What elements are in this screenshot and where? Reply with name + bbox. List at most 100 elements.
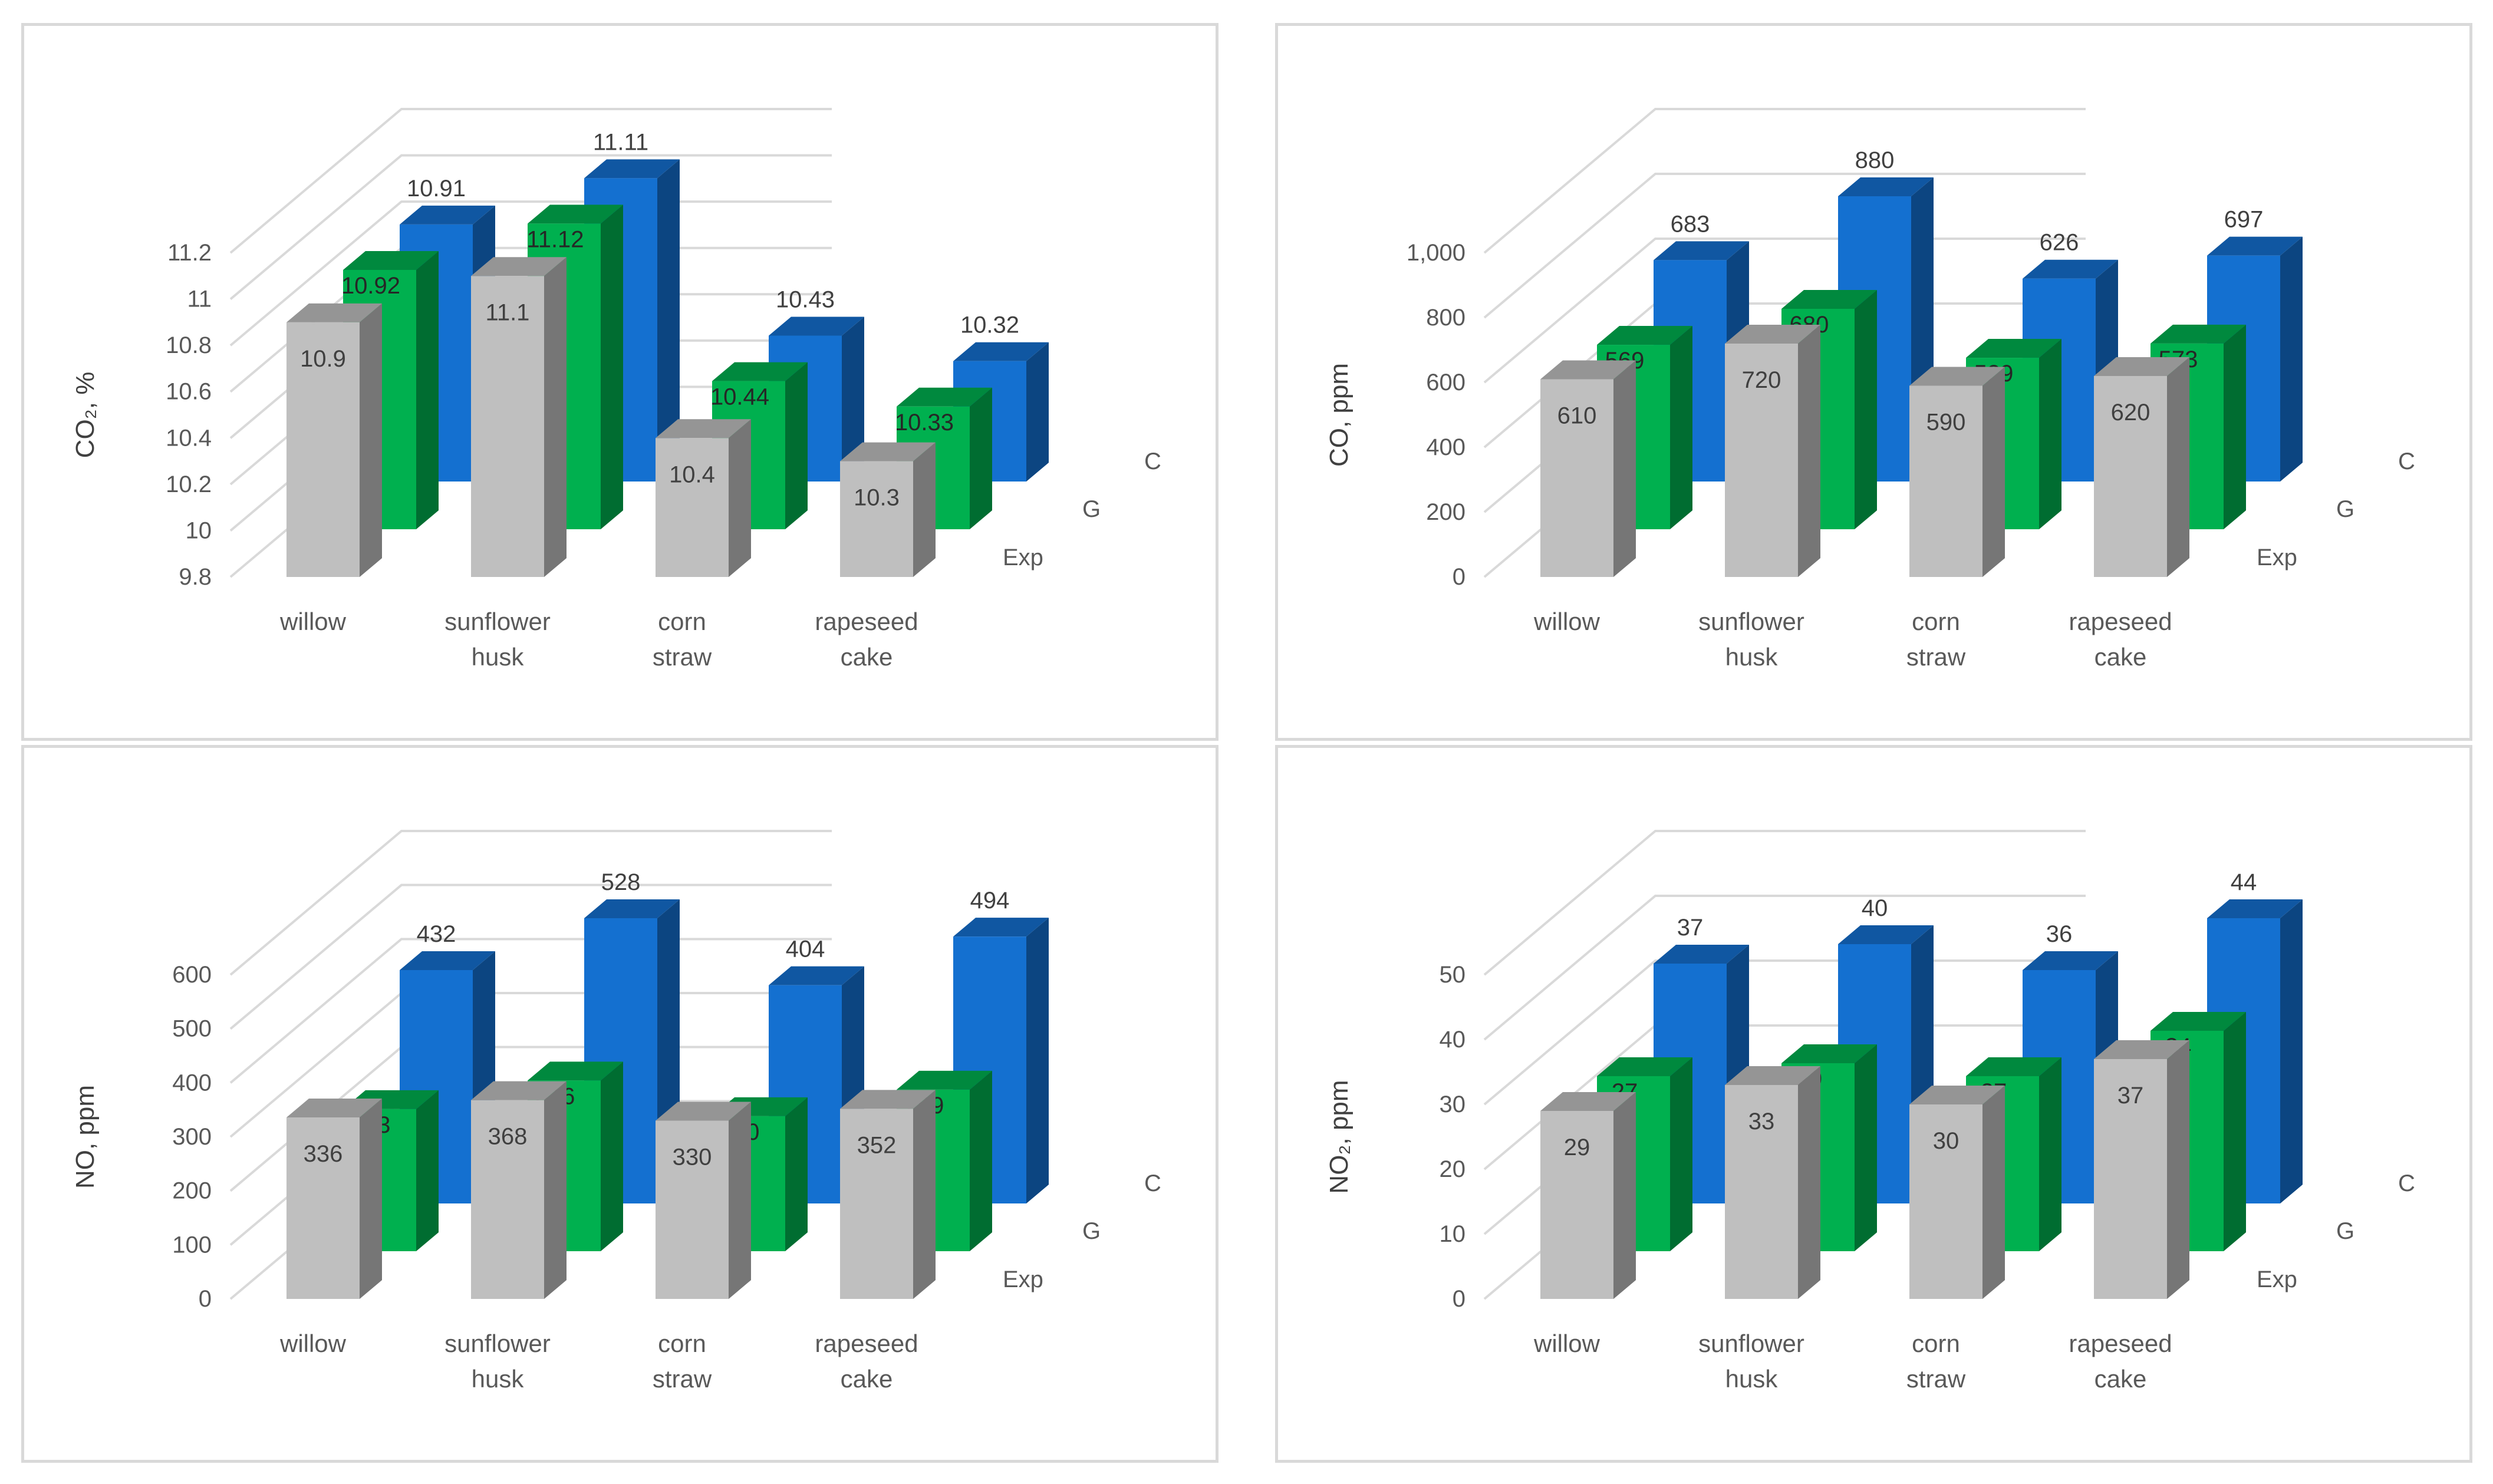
bar-exp: [286, 1099, 382, 1299]
bar-top-face: [2207, 236, 2303, 256]
data-label: 11.11: [593, 129, 648, 155]
y-tick-label: 800: [1426, 305, 1465, 331]
category-label: husk: [472, 1365, 525, 1393]
gridline: [229, 830, 832, 976]
data-label: 30: [1933, 1128, 1960, 1154]
bar-side-face: [970, 387, 992, 529]
data-label: 720: [1742, 367, 1781, 393]
category-label: rapeseed: [815, 1330, 918, 1357]
bar-side-face: [913, 1090, 936, 1299]
bar-top-face: [1540, 1092, 1636, 1111]
bar-exp: [2094, 1040, 2189, 1299]
bar-top-face: [1725, 325, 1820, 344]
bar-top-face: [1725, 1066, 1820, 1085]
data-label: 10.44: [710, 384, 769, 410]
bar-top-face: [2023, 259, 2118, 279]
y-tick-label: 300: [172, 1124, 212, 1150]
series-axis-label: G: [2336, 496, 2354, 522]
category-label: straw: [1906, 643, 1966, 671]
bar-top-face: [2023, 951, 2118, 970]
series-axis-label: Exp: [1003, 545, 1043, 570]
y-tick-label: 0: [199, 1286, 212, 1312]
bar-top-face: [2094, 1040, 2189, 1059]
category-label: straw: [653, 1365, 712, 1393]
gridline: [1483, 173, 2086, 319]
bar-front-face: [286, 322, 360, 577]
bar-front-face: [656, 1120, 729, 1299]
series-axis-label: G: [1082, 1218, 1101, 1244]
bar-side-face: [1670, 326, 1692, 529]
bar-side-face: [657, 159, 680, 482]
gridline: [229, 938, 832, 1084]
y-axis-title: CO₂, %: [71, 372, 100, 459]
category-label: willow: [279, 608, 347, 635]
data-label: 37: [2117, 1083, 2144, 1109]
bar-front-face: [286, 1117, 360, 1299]
y-axis-title: NO, ppm: [71, 1085, 100, 1189]
y-tick-label: 500: [172, 1016, 212, 1042]
category-label: willow: [1533, 1330, 1600, 1357]
bar-exp: [656, 1102, 751, 1299]
bar-side-face: [601, 1061, 623, 1251]
category-label: sunflower: [444, 1330, 551, 1357]
category-label: straw: [1906, 1365, 1966, 1393]
bar-side-face: [785, 362, 808, 529]
bar-side-face: [913, 442, 936, 577]
bar-exp: [1909, 1086, 2005, 1299]
data-label: 697: [2224, 207, 2264, 233]
data-label: 336: [304, 1141, 343, 1167]
bar-side-face: [2224, 324, 2246, 529]
gridline: [229, 883, 832, 1030]
y-tick-label: 100: [172, 1232, 212, 1258]
data-label: 494: [970, 888, 1010, 914]
y-tick-label: 10.8: [166, 332, 212, 358]
bar-side-face: [729, 1102, 751, 1299]
bar-top-face: [471, 1081, 567, 1100]
bar-front-face: [840, 461, 913, 577]
series-axis-label: C: [1144, 449, 1161, 474]
data-label: 610: [1557, 403, 1597, 429]
bar-top-face: [286, 303, 382, 322]
series-axis-label: Exp: [1003, 1267, 1043, 1292]
bar-side-face: [729, 419, 751, 577]
data-label: 40: [1862, 895, 1888, 921]
bar-side-face: [2224, 1012, 2246, 1251]
bar-exp: [471, 1081, 567, 1299]
bar-side-face: [1670, 1057, 1692, 1251]
y-axis-title: CO, ppm: [1325, 363, 1353, 467]
category-label: corn: [1912, 1330, 1960, 1357]
bar-side-face: [785, 1097, 808, 1251]
bar-top-face: [769, 966, 864, 985]
bar-exp: [286, 303, 382, 577]
bar-top-face: [528, 1061, 623, 1081]
bar-side-face: [2167, 357, 2189, 577]
bar-top-face: [897, 1070, 992, 1090]
bar-exp: [1725, 1066, 1820, 1299]
bar-front-face: [840, 1109, 913, 1299]
data-label: 590: [1926, 410, 1966, 436]
bar-top-face: [1781, 290, 1877, 309]
bar-front-face: [1725, 1085, 1798, 1299]
y-tick-label: 10: [186, 517, 212, 543]
bar-top-face: [1781, 1044, 1877, 1063]
gridline: [229, 154, 832, 301]
data-label: 10.9: [300, 346, 346, 372]
category-label: willow: [279, 1330, 347, 1357]
bar-top-face: [1597, 1057, 1692, 1076]
bar-top-face: [584, 159, 680, 179]
bar-top-face: [840, 1090, 936, 1109]
bar-top-face: [286, 1099, 382, 1117]
y-tick-label: 50: [1440, 962, 1466, 988]
gridline: [1483, 238, 2086, 384]
data-label: 44: [2231, 869, 2257, 895]
bar-exp: [2094, 357, 2189, 577]
bar-side-face: [2280, 899, 2303, 1203]
category-label: husk: [472, 643, 525, 671]
bar-exp: [656, 419, 751, 577]
category-label: cake: [841, 643, 893, 671]
bar-exp: [1540, 1092, 1636, 1299]
category-label: corn: [1912, 608, 1960, 635]
bar-side-face: [416, 251, 439, 529]
category-label: corn: [658, 1330, 706, 1357]
